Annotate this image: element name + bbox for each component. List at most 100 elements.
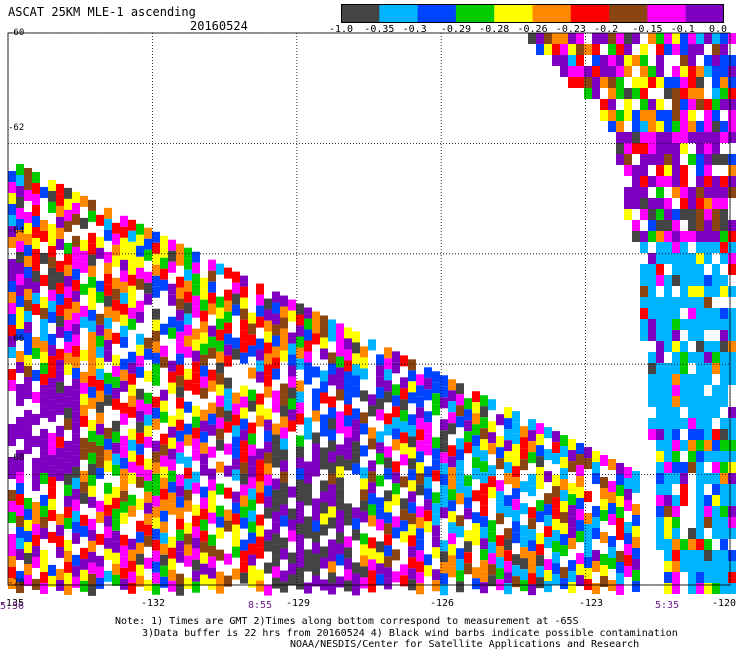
heatmap-cell <box>240 473 248 485</box>
heatmap-cell <box>56 568 64 580</box>
heatmap-cell <box>64 583 72 595</box>
heatmap-cell <box>184 478 192 490</box>
heatmap-cell <box>64 297 72 309</box>
heatmap-cell <box>608 44 616 55</box>
heatmap-cell <box>248 488 256 500</box>
heatmap-cell <box>368 427 376 439</box>
heatmap-cell <box>288 409 296 421</box>
heatmap-cell <box>320 381 328 393</box>
heatmap-cell <box>104 449 112 461</box>
heatmap-cell <box>480 538 488 550</box>
heatmap-cell <box>632 525 640 537</box>
heatmap-cell <box>640 187 648 198</box>
heatmap-cell <box>392 406 400 418</box>
heatmap-cell <box>664 506 672 517</box>
heatmap-cell <box>536 511 544 523</box>
heatmap-cell <box>32 259 40 271</box>
heatmap-cell <box>56 216 64 228</box>
heatmap-cell <box>328 517 336 529</box>
heatmap-cell <box>544 449 552 461</box>
heatmap-cell <box>176 276 184 288</box>
heatmap-cell <box>432 514 440 526</box>
heatmap-cell <box>512 510 520 522</box>
y-tick-label: -66 <box>8 334 25 344</box>
heatmap-cell <box>288 343 296 355</box>
heatmap-cell <box>320 458 328 470</box>
heatmap-cell <box>720 506 728 517</box>
heatmap-cell <box>264 430 272 442</box>
heatmap-cell <box>344 558 352 570</box>
heatmap-cell <box>480 560 488 572</box>
heatmap-cell <box>80 580 88 592</box>
heatmap-cell <box>16 295 24 307</box>
heatmap-cell <box>160 510 168 522</box>
heatmap-cell <box>664 363 672 374</box>
heatmap-cell <box>664 88 672 99</box>
heatmap-cell <box>696 308 704 319</box>
heatmap-cell <box>136 300 144 312</box>
heatmap-cell <box>480 395 488 407</box>
heatmap-cell <box>240 462 248 474</box>
heatmap-cell <box>712 473 720 484</box>
heatmap-cell <box>400 520 408 532</box>
heatmap-cell <box>16 482 24 494</box>
heatmap-cell <box>616 143 624 154</box>
heatmap-cell <box>16 515 24 527</box>
heatmap-cell <box>400 443 408 455</box>
heatmap-cell <box>672 44 680 55</box>
heatmap-cell <box>16 317 24 329</box>
heatmap-cell <box>424 565 432 577</box>
heatmap-cell <box>520 481 528 493</box>
heatmap-cell <box>616 154 624 165</box>
heatmap-cell <box>480 494 488 506</box>
heatmap-cell <box>648 330 656 341</box>
heatmap-cell <box>528 419 536 431</box>
time-label: 8:55 <box>248 600 273 611</box>
heatmap-cell <box>672 407 680 418</box>
heatmap-cell <box>480 417 488 429</box>
heatmap-cell <box>712 506 720 517</box>
heatmap-cell <box>160 246 168 258</box>
heatmap-cell <box>720 495 728 506</box>
heatmap-cell <box>192 273 200 285</box>
heatmap-cell <box>632 187 640 198</box>
heatmap-cell <box>376 365 384 377</box>
heatmap-cell <box>192 361 200 373</box>
heatmap-cell <box>640 264 648 275</box>
heatmap-cell <box>352 408 360 420</box>
heatmap-cell <box>88 320 96 332</box>
heatmap-cell <box>16 207 24 219</box>
heatmap-cell <box>120 435 128 447</box>
heatmap-cell <box>72 433 80 445</box>
heatmap-cell <box>384 391 392 403</box>
heatmap-cell <box>176 375 184 387</box>
heatmap-cell <box>360 555 368 567</box>
heatmap-cell <box>392 461 400 473</box>
heatmap-cell <box>272 489 280 501</box>
heatmap-cell <box>88 430 96 442</box>
heatmap-cell <box>64 517 72 529</box>
heatmap-cell <box>648 275 656 286</box>
heatmap-cell <box>680 165 688 176</box>
heatmap-cell <box>640 77 648 88</box>
heatmap-cell <box>8 468 16 479</box>
heatmap-cell <box>728 88 736 99</box>
heatmap-cell <box>72 202 80 214</box>
heatmap-cell <box>656 165 664 176</box>
heatmap-cell <box>48 344 56 356</box>
heatmap-cell <box>512 422 520 434</box>
heatmap-cell <box>480 505 488 517</box>
heatmap-cell <box>456 482 464 494</box>
heatmap-cell <box>248 334 256 346</box>
heatmap-cell <box>720 308 728 319</box>
heatmap-cell <box>248 466 256 478</box>
heatmap-cell <box>176 551 184 563</box>
heatmap-cell <box>648 33 656 44</box>
heatmap-cell <box>448 401 456 413</box>
heatmap-cell <box>656 451 664 462</box>
heatmap-cell <box>400 564 408 576</box>
heatmap-cell <box>704 33 712 44</box>
heatmap-cell <box>720 572 728 583</box>
heatmap-cell <box>128 461 136 473</box>
heatmap-cell <box>216 296 224 308</box>
